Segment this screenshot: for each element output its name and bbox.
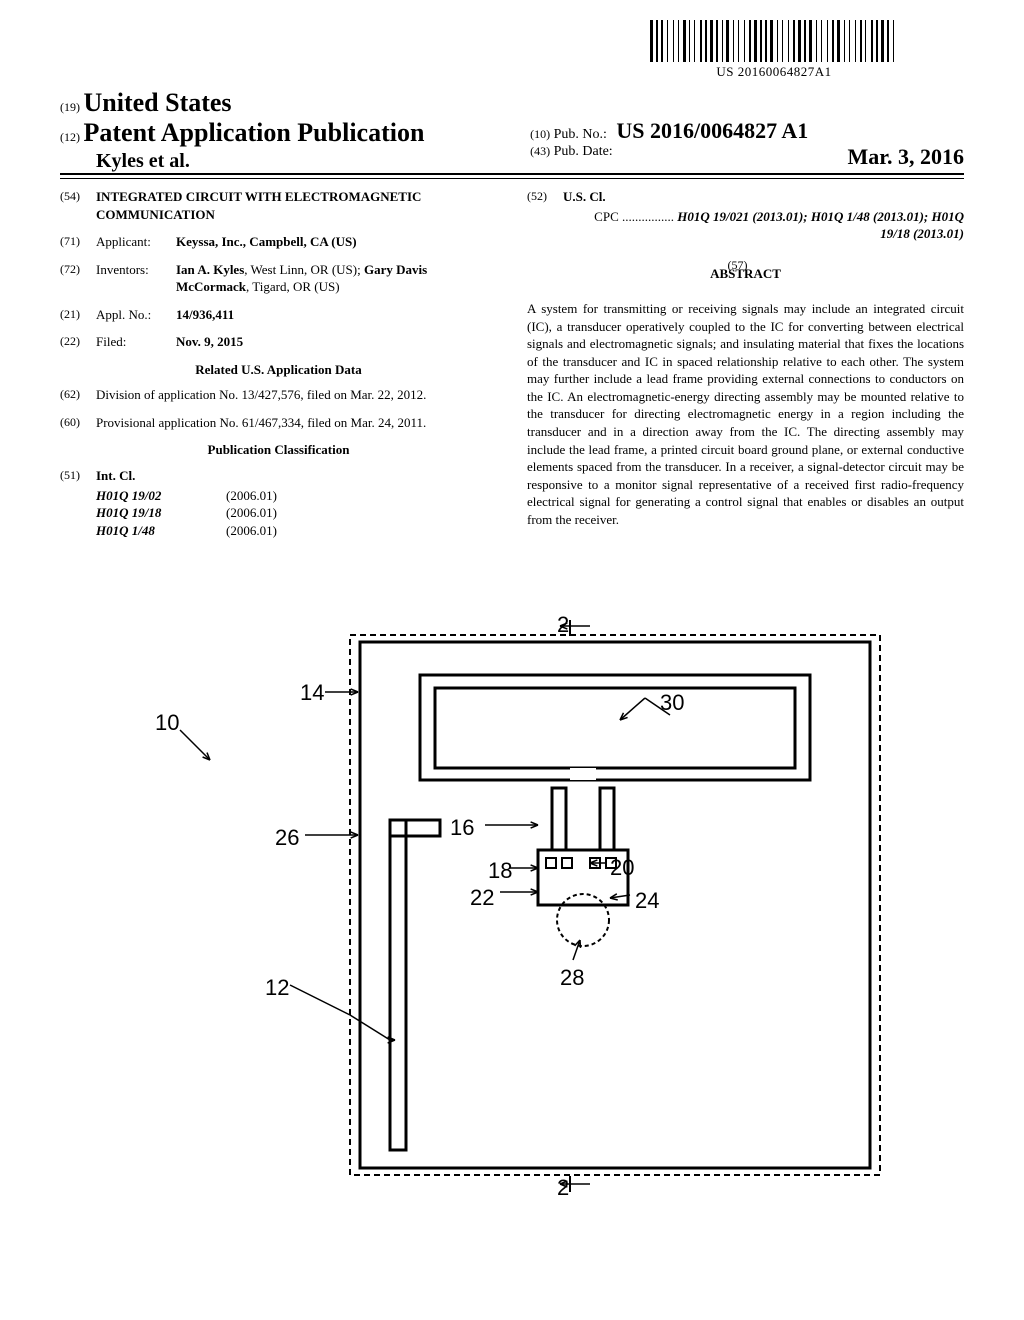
cpc-text: H01Q 19/021 (2013.01); H01Q 1/48 (2013.0… xyxy=(677,209,964,242)
figure-label-22: 22 xyxy=(470,885,494,911)
left-column: (54) INTEGRATED CIRCUIT WITH ELECTROMAGN… xyxy=(60,188,497,539)
inventors-value: Ian A. Kyles, West Linn, OR (US); Gary D… xyxy=(176,261,497,296)
pubclass-title: Publication Classification xyxy=(60,441,497,459)
filed-label: Filed: xyxy=(96,333,176,351)
figure-label-28: 28 xyxy=(560,965,584,991)
intcl-label: Int. Cl. xyxy=(96,467,135,485)
figure-label-26: 26 xyxy=(275,825,299,851)
pub-type: Patent Application Publication xyxy=(84,118,425,147)
figure-label-20: 20 xyxy=(610,855,634,881)
division-inid: (62) xyxy=(60,386,96,404)
filed-value: Nov. 9, 2015 xyxy=(176,333,497,351)
intcl-row: H01Q 19/02(2006.01) xyxy=(96,487,497,505)
applno-label: Appl. No.: xyxy=(96,306,176,324)
barcode-text: US 20160064827A1 xyxy=(584,64,964,80)
applicant-value: Keyssa, Inc., Campbell, CA (US) xyxy=(176,233,497,251)
figure-label-2_top: 2 xyxy=(557,612,569,638)
cpc-label: CPC xyxy=(594,209,619,224)
applno-inid: (21) xyxy=(60,306,96,324)
inventors-label: Inventors: xyxy=(96,261,176,296)
header-rule xyxy=(60,173,964,179)
uscl-inid: (52) xyxy=(527,188,563,206)
figure-label-16: 16 xyxy=(450,815,474,841)
figure-label-14: 14 xyxy=(300,680,324,706)
provisional-inid: (60) xyxy=(60,414,96,432)
figure-label-24: 24 xyxy=(635,888,659,914)
related-title: Related U.S. Application Data xyxy=(60,361,497,379)
figure-area: 101214161820222426283022 xyxy=(90,620,910,1270)
uscl-label: U.S. Cl. xyxy=(563,188,606,206)
applicant-inid: (71) xyxy=(60,233,96,251)
cpc-block: CPC ................ H01Q 19/021 (2013.0… xyxy=(527,208,964,243)
country-inid: (19) xyxy=(60,100,80,114)
patent-header: (19) United States (12) Patent Applicati… xyxy=(60,88,964,179)
barcode-block: US 20160064827A1 xyxy=(584,20,964,80)
intcl-row: H01Q 19/18(2006.01) xyxy=(96,504,497,522)
cpc-dots: ................ xyxy=(622,209,674,224)
provisional-text: Provisional application No. 61/467,334, … xyxy=(96,414,497,432)
figure-svg xyxy=(90,620,910,1270)
figure-label-10: 10 xyxy=(155,710,179,736)
pubdate-label: Pub. Date: xyxy=(554,144,613,159)
body-columns: (54) INTEGRATED CIRCUIT WITH ELECTROMAGN… xyxy=(60,188,964,539)
intcl-row: H01Q 1/48(2006.01) xyxy=(96,522,497,540)
intcl-inid: (51) xyxy=(60,467,96,485)
pubno-value: US 2016/0064827 A1 xyxy=(616,118,808,143)
abstract-text: A system for transmitting or receiving s… xyxy=(527,300,964,528)
division-text: Division of application No. 13/427,576, … xyxy=(96,386,497,404)
pubdate-inid: (43) xyxy=(530,144,550,158)
title-inid: (54) xyxy=(60,188,96,223)
pubno-label: Pub. No.: xyxy=(554,127,607,142)
pub-inid: (12) xyxy=(60,130,80,144)
right-column: (52) U.S. Cl. CPC ................ H01Q … xyxy=(527,188,964,539)
applicant-label: Applicant: xyxy=(96,233,176,251)
pubdate-value: Mar. 3, 2016 xyxy=(847,144,964,170)
filed-inid: (22) xyxy=(60,333,96,351)
country-name: United States xyxy=(84,88,232,117)
figure-label-12: 12 xyxy=(265,975,289,1001)
inventors-inid: (72) xyxy=(60,261,96,296)
authors-line: Kyles et al. xyxy=(60,150,512,173)
applno-value: 14/936,411 xyxy=(176,306,497,324)
figure-label-30: 30 xyxy=(660,690,684,716)
invention-title: INTEGRATED CIRCUIT WITH ELECTROMAGNETIC … xyxy=(96,188,497,223)
pubno-inid: (10) xyxy=(530,127,550,141)
barcode-bars xyxy=(584,20,964,62)
abstract-inid: (57) xyxy=(728,257,764,273)
figure-label-2_bot: 2 xyxy=(557,1175,569,1201)
figure-label-18: 18 xyxy=(488,858,512,884)
intcl-list: H01Q 19/02(2006.01)H01Q 19/18(2006.01)H0… xyxy=(60,487,497,540)
